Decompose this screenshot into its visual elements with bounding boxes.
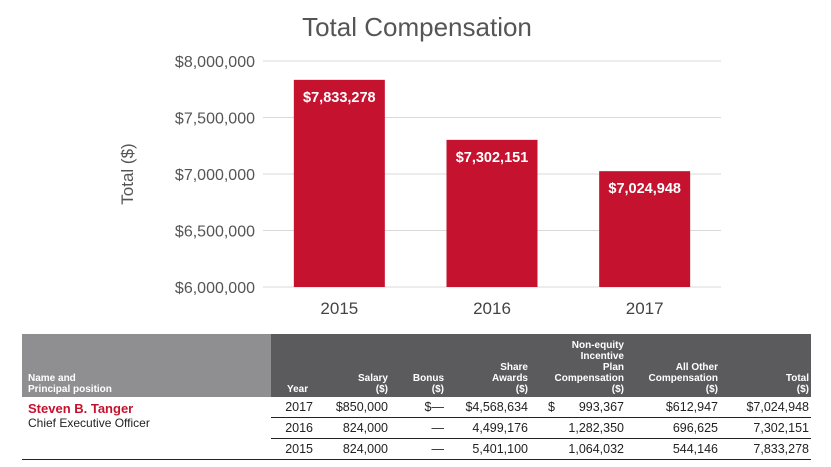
column-header-line: Year	[287, 384, 309, 395]
column-header-line: Bonus	[412, 373, 444, 384]
cell-year: 2016	[285, 421, 313, 435]
cell-nonequity: $993,367	[530, 400, 626, 414]
y-tick-label: $6,500,000	[175, 224, 255, 241]
table-rows: 2017 $850,000 $— $4,568,634 $993,367 $612,947…	[271, 397, 811, 459]
total-compensation-chart: Total Compensation Total ($) $6,000,000$…	[118, 12, 721, 318]
cell-year: 2015	[285, 442, 313, 456]
column-header-line: Share	[500, 362, 528, 373]
bars: $7,833,278 $7,302,151 $7,024,948	[293, 79, 691, 287]
cell-salary: 824,000	[342, 421, 388, 435]
column-header-other: All Other Compensation ($)	[626, 334, 720, 397]
column-header-share: Share Awards ($)	[446, 334, 530, 397]
cell-nonequity: 1,282,350	[530, 421, 626, 435]
x-tick-label: 2015	[320, 299, 358, 318]
column-header-line: Plan	[602, 362, 624, 373]
data-label: $7,302,151	[456, 150, 529, 166]
column-header-line: ($)	[705, 384, 718, 395]
table-body: Steven B. Tanger Chief Executive Officer…	[22, 397, 811, 460]
column-header-line: Compensation	[554, 373, 624, 384]
cell-value: 1,064,032	[568, 442, 624, 456]
cell-share: $4,568,634	[465, 400, 528, 414]
data-label: $7,024,948	[608, 181, 681, 197]
name-position-header: Name and Principal position	[22, 334, 271, 397]
cell-nonequity: 1,064,032	[530, 442, 626, 456]
cell-year: 2017	[285, 400, 313, 414]
cell-total: 7,302,151	[753, 421, 809, 435]
column-header-line: ($)	[515, 384, 528, 395]
cell-total: $7,024,948	[746, 400, 809, 414]
executive-name: Steven B. Tanger	[28, 401, 134, 416]
table-header: Name and Principal position Year Salary ($…	[22, 334, 811, 397]
column-header-line: Salary	[357, 373, 388, 384]
column-header-line: Awards	[492, 373, 528, 384]
cell-bonus: —	[431, 421, 445, 435]
cell-value: 1,282,350	[568, 421, 624, 435]
column-header-line: Non-equity	[571, 340, 624, 351]
cell-salary: $850,000	[335, 400, 388, 414]
column-header-line: ($)	[796, 384, 809, 395]
cell-other: 544,146	[672, 442, 718, 456]
cell-value: 993,367	[578, 400, 624, 414]
x-tick-label: 2017	[626, 299, 664, 318]
column-header-salary: Salary ($)	[318, 334, 390, 397]
y-tick-label: $6,000,000	[175, 280, 255, 297]
cell-other: 696,625	[672, 421, 718, 435]
data-label: $7,833,278	[303, 90, 376, 106]
compensation-table: Name and Principal position Year Salary ($…	[22, 334, 811, 460]
column-header-line: ($)	[611, 384, 624, 395]
column-header-line: Total	[785, 373, 809, 384]
y-axis-label: Total ($)	[118, 143, 137, 204]
x-tick-labels: 2015 2016 2017	[320, 299, 663, 318]
name-header-line: Name and	[28, 373, 76, 384]
column-header-year: Year	[271, 334, 318, 397]
column-header-nonequity: Non-equity Incentive Plan Compensation ($)	[530, 334, 626, 397]
currency-symbol: $	[548, 400, 555, 414]
column-header-line: All Other	[675, 362, 718, 373]
bar-2017	[599, 171, 691, 287]
cell-other: $612,947	[665, 400, 718, 414]
cell-total: 7,833,278	[753, 442, 809, 456]
executive-cell: Steven B. Tanger Chief Executive Officer	[22, 397, 271, 459]
cell-bonus: —	[431, 442, 445, 456]
y-tick-label: $7,500,000	[175, 111, 255, 128]
column-header-total: Total ($)	[720, 334, 811, 397]
table-row: 2017 $850,000 $— $4,568,634 $993,367 $612,947…	[271, 397, 811, 418]
x-tick-label: 2016	[473, 299, 511, 318]
column-header-line: Incentive	[580, 351, 624, 362]
column-header-line: ($)	[431, 384, 444, 395]
y-tick-label: $7,000,000	[175, 167, 255, 184]
column-header-line: Compensation	[648, 373, 718, 384]
cell-share: 4,499,176	[472, 421, 528, 435]
chart-title: Total Compensation	[302, 12, 532, 42]
column-header-line: ($)	[375, 384, 388, 395]
cell-bonus: $—	[424, 400, 444, 414]
bar-2016	[446, 139, 538, 287]
column-headers: Year Salary ($) Bonus ($) Share Awards ($) Non-e…	[271, 334, 811, 397]
bar-2015	[293, 79, 385, 287]
position-header-line: Principal position	[28, 384, 112, 395]
executive-title: Chief Executive Officer	[28, 416, 150, 430]
y-tick-label: $8,000,000	[175, 54, 255, 71]
table-row: 2015 824,000 — 5,401,100 1,064,032 544,146 7,8…	[271, 439, 811, 459]
column-header-bonus: Bonus ($)	[390, 334, 446, 397]
cell-salary: 824,000	[342, 442, 388, 456]
table-row: 2016 824,000 — 4,499,176 1,282,350 696,625 7,3…	[271, 418, 811, 439]
y-tick-labels: $6,000,000 $6,500,000 $7,000,000 $7,500,000…	[175, 54, 255, 297]
cell-share: 5,401,100	[472, 442, 528, 456]
